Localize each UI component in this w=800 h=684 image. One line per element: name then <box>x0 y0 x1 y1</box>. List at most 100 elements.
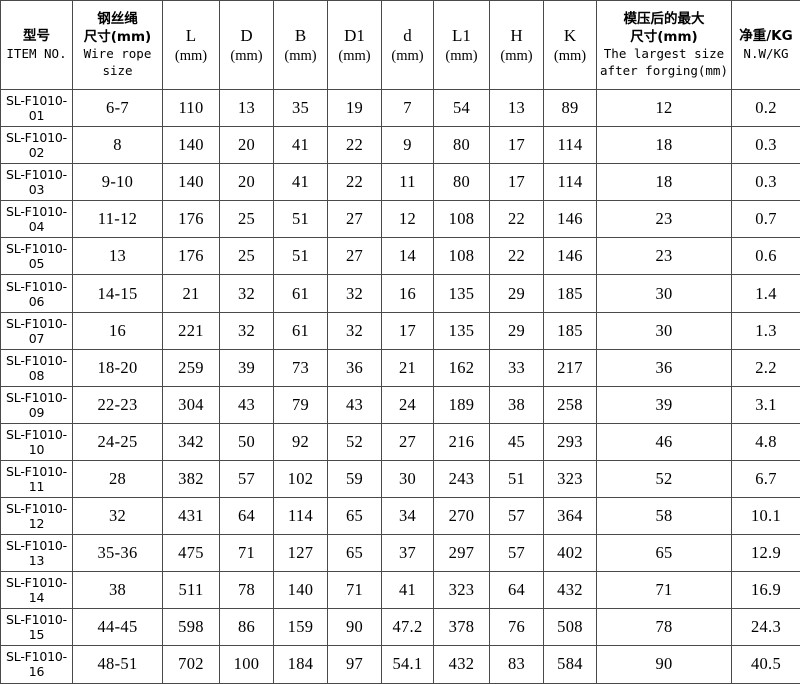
column-header-net-weight-cn: 净重/KG <box>732 28 800 46</box>
column-header-H: H (mm) <box>490 1 544 90</box>
column-header-d-unit: (mm) <box>382 47 433 65</box>
cell-forged: 58 <box>597 498 732 535</box>
column-header-L1-unit: (mm) <box>434 47 489 65</box>
column-header-K-symbol: K <box>544 25 596 46</box>
cell-D: 13 <box>220 90 274 127</box>
cell-L: 382 <box>163 460 220 497</box>
cell-d: 41 <box>382 572 434 609</box>
cell-net_wt: 1.3 <box>732 312 800 349</box>
cell-L1: 189 <box>434 386 490 423</box>
cell-D: 32 <box>220 275 274 312</box>
cell-d: 30 <box>382 460 434 497</box>
cell-item_no: SL-F1010-09 <box>1 386 73 423</box>
cell-d: 47.2 <box>382 609 434 646</box>
cell-H: 13 <box>490 90 544 127</box>
column-header-rope-cn2: 尺寸(mm) <box>73 29 162 47</box>
cell-net_wt: 4.8 <box>732 423 800 460</box>
cell-K: 584 <box>544 646 597 683</box>
cell-K: 185 <box>544 312 597 349</box>
cell-L: 21 <box>163 275 220 312</box>
cell-D1: 36 <box>328 349 382 386</box>
column-header-forged-cn2: 尺寸(mm) <box>597 29 731 47</box>
cell-L1: 54 <box>434 90 490 127</box>
cell-D1: 32 <box>328 275 382 312</box>
column-header-rope-cn1: 钢丝绳 <box>73 11 162 29</box>
cell-item_no: SL-F1010-07 <box>1 312 73 349</box>
cell-item_no: SL-F1010-16 <box>1 646 73 683</box>
cell-forged: 78 <box>597 609 732 646</box>
cell-forged: 39 <box>597 386 732 423</box>
cell-rope_size: 11-12 <box>73 201 163 238</box>
column-header-rope-en1: Wire rope <box>73 46 162 63</box>
cell-B: 184 <box>274 646 328 683</box>
cell-K: 146 <box>544 238 597 275</box>
cell-rope_size: 13 <box>73 238 163 275</box>
cell-D1: 32 <box>328 312 382 349</box>
column-header-D1: D1 (mm) <box>328 1 382 90</box>
cell-net_wt: 2.2 <box>732 349 800 386</box>
cell-L: 598 <box>163 609 220 646</box>
cell-H: 64 <box>490 572 544 609</box>
cell-item_no: SL-F1010-11 <box>1 460 73 497</box>
column-header-B-unit: (mm) <box>274 47 327 65</box>
cell-B: 140 <box>274 572 328 609</box>
cell-forged: 30 <box>597 312 732 349</box>
cell-forged: 18 <box>597 127 732 164</box>
column-header-K: K (mm) <box>544 1 597 90</box>
cell-L: 702 <box>163 646 220 683</box>
cell-net_wt: 6.7 <box>732 460 800 497</box>
cell-item_no: SL-F1010-13 <box>1 535 73 572</box>
cell-forged: 65 <box>597 535 732 572</box>
column-header-item-no: 型号 ITEM NO. <box>1 1 73 90</box>
cell-L1: 270 <box>434 498 490 535</box>
cell-D1: 27 <box>328 238 382 275</box>
cell-net_wt: 16.9 <box>732 572 800 609</box>
column-header-forged-cn1: 模压后的最大 <box>597 11 731 29</box>
cell-H: 57 <box>490 535 544 572</box>
cell-d: 9 <box>382 127 434 164</box>
cell-d: 11 <box>382 164 434 201</box>
cell-L: 221 <box>163 312 220 349</box>
cell-rope_size: 44-45 <box>73 609 163 646</box>
cell-D: 25 <box>220 238 274 275</box>
cell-B: 51 <box>274 201 328 238</box>
column-header-d-symbol: d <box>382 25 433 46</box>
column-header-H-unit: (mm) <box>490 47 543 65</box>
cell-L1: 135 <box>434 312 490 349</box>
cell-B: 79 <box>274 386 328 423</box>
cell-item_no: SL-F1010-03 <box>1 164 73 201</box>
column-header-D-symbol: D <box>220 25 273 46</box>
cell-B: 92 <box>274 423 328 460</box>
cell-D: 25 <box>220 201 274 238</box>
column-header-net-weight: 净重/KG N.W/KG <box>732 1 800 90</box>
column-header-K-unit: (mm) <box>544 47 596 65</box>
cell-D: 71 <box>220 535 274 572</box>
cell-rope_size: 14-15 <box>73 275 163 312</box>
cell-D: 43 <box>220 386 274 423</box>
cell-forged: 71 <box>597 572 732 609</box>
column-header-L1: L1 (mm) <box>434 1 490 90</box>
column-header-B: B (mm) <box>274 1 328 90</box>
cell-d: 16 <box>382 275 434 312</box>
cell-L: 176 <box>163 201 220 238</box>
cell-d: 12 <box>382 201 434 238</box>
cell-K: 146 <box>544 201 597 238</box>
cell-K: 114 <box>544 127 597 164</box>
cell-item_no: SL-F1010-12 <box>1 498 73 535</box>
cell-B: 41 <box>274 127 328 164</box>
column-header-H-symbol: H <box>490 25 543 46</box>
cell-D: 78 <box>220 572 274 609</box>
cell-item_no: SL-F1010-02 <box>1 127 73 164</box>
cell-D1: 59 <box>328 460 382 497</box>
cell-D: 57 <box>220 460 274 497</box>
cell-H: 76 <box>490 609 544 646</box>
cell-D: 20 <box>220 127 274 164</box>
